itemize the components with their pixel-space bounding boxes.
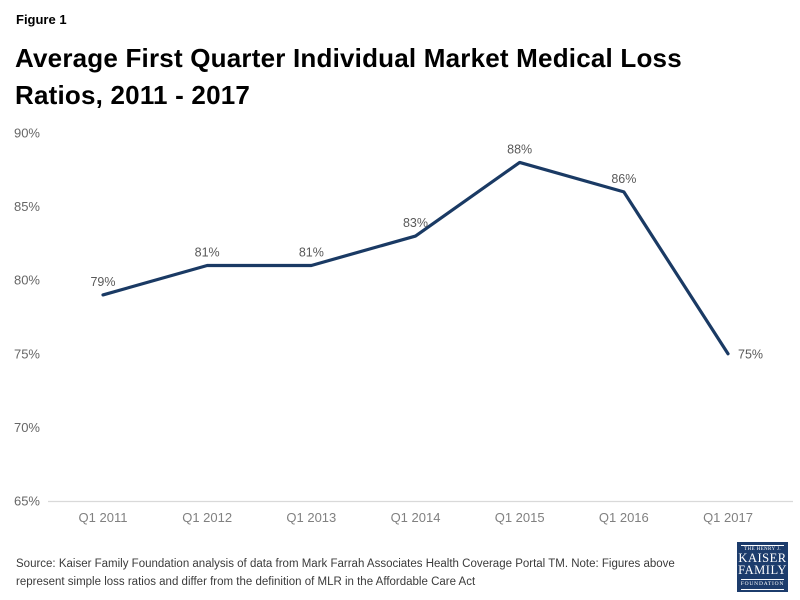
data-series-line [101,160,730,356]
x-axis-tick-label: Q1 2011 [79,510,128,525]
page-title: Average First Quarter Individual Market … [15,43,682,110]
x-axis-tick-label: Q1 2016 [599,510,649,525]
logo-text-foundation: FOUNDATION [740,581,785,587]
data-point-label: 88% [507,142,532,156]
data-point-label: 75% [738,347,763,361]
x-axis-tick-label: Q1 2014 [391,510,441,525]
data-point-label: 81% [299,245,324,259]
logo-divider [741,579,784,580]
x-axis-tick-label: Q1 2015 [495,510,545,525]
y-axis-tick-label: 90% [14,126,40,141]
logo-text-henry: THE HENRY J. [744,547,781,552]
kff-logo: THE HENRY J. KAISER FAMILY FOUNDATION [737,542,788,592]
x-axis-tick-label: Q1 2012 [182,510,232,525]
x-axis-tick-label: Q1 2013 [286,510,336,525]
data-point-label: 83% [403,216,428,230]
y-axis-tick-label: 85% [14,199,40,214]
logo-text-kaiser: KAISER [738,551,787,565]
y-axis-tick-label: 70% [14,420,40,435]
y-axis-tick-label: 75% [14,346,40,361]
source-note: Source: Kaiser Family Foundation analysi… [16,558,675,588]
logo-divider [741,545,784,546]
data-point-label: 81% [195,245,220,259]
figure-label: Figure 1 [16,12,67,27]
data-point-label: 79% [90,275,115,289]
data-point-label: 86% [611,172,636,186]
y-axis-tick-label: 80% [14,273,40,288]
x-axis-tick-label: Q1 2017 [703,510,753,525]
y-axis-tick-label: 65% [14,494,40,509]
logo-text-family: FAMILY [738,562,787,577]
logo-divider [741,589,784,590]
